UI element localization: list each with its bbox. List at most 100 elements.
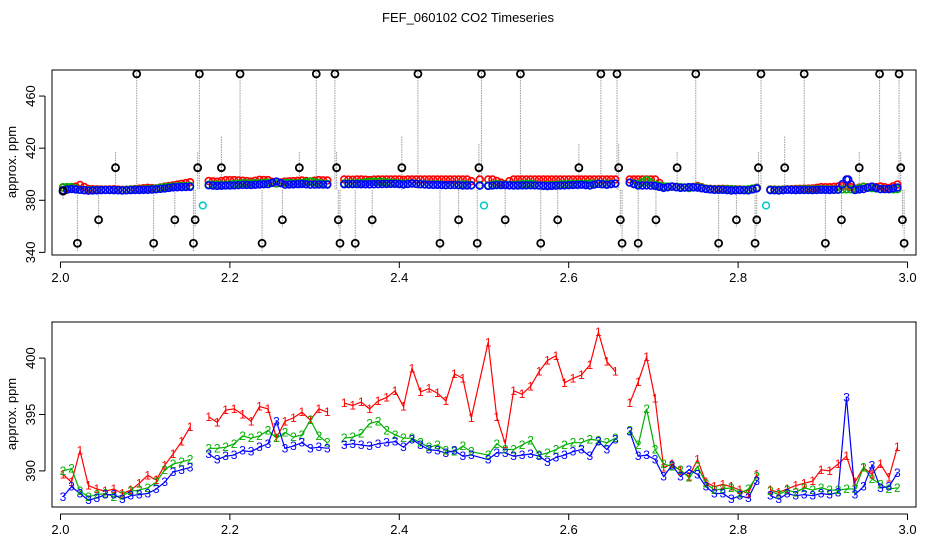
series-3-point: 3 bbox=[136, 488, 143, 502]
series-2-point: 2 bbox=[720, 482, 727, 496]
series-3-marker bbox=[369, 180, 379, 189]
series-2-point: 2 bbox=[265, 423, 272, 437]
outlier-point bbox=[111, 163, 120, 173]
series-1-point: 1 bbox=[728, 480, 735, 494]
series-3-point: 3 bbox=[544, 455, 551, 469]
series-2-point: 2 bbox=[299, 428, 306, 442]
series-1-point: 1 bbox=[852, 475, 859, 489]
series-1-point: 1 bbox=[231, 402, 238, 416]
series-2-point: 2 bbox=[595, 433, 602, 447]
series-3-point: 3 bbox=[745, 491, 752, 505]
flag-point bbox=[844, 175, 853, 184]
series-3-point: 3 bbox=[767, 489, 774, 503]
series-3-marker bbox=[722, 185, 732, 195]
series-1-point: 1 bbox=[426, 382, 433, 396]
outlier-point bbox=[596, 69, 606, 79]
series-3-point: 3 bbox=[434, 444, 441, 458]
outlier-point bbox=[752, 215, 762, 225]
series-3-point: 3 bbox=[409, 432, 416, 446]
series-2-marker bbox=[58, 183, 68, 192]
series-3-marker bbox=[676, 183, 685, 193]
series-1-marker bbox=[424, 175, 434, 184]
series-1-marker bbox=[526, 175, 535, 184]
series-3-marker bbox=[173, 183, 182, 192]
series-2-point: 2 bbox=[686, 471, 693, 485]
series-3-point: 3 bbox=[818, 486, 825, 500]
series-3-marker bbox=[701, 184, 711, 194]
series-1-point: 1 bbox=[570, 371, 577, 385]
series-3-marker bbox=[101, 185, 110, 195]
series-3-point: 3 bbox=[85, 493, 92, 507]
series-1-point: 1 bbox=[694, 453, 701, 467]
series-1-marker bbox=[581, 175, 590, 184]
series-3-point: 3 bbox=[826, 488, 833, 502]
series-3-point: 3 bbox=[77, 486, 84, 500]
series-3-marker bbox=[731, 186, 740, 195]
series-3-marker bbox=[888, 184, 898, 193]
series-2-point: 2 bbox=[502, 442, 509, 456]
series-3-marker bbox=[373, 179, 383, 189]
series-1-point: 1 bbox=[161, 458, 168, 472]
series-1-point: 1 bbox=[366, 402, 373, 416]
series-3-point: 3 bbox=[222, 449, 229, 463]
series-3-marker bbox=[594, 179, 603, 189]
series-1-marker bbox=[522, 175, 531, 184]
series-3-marker bbox=[204, 181, 213, 190]
series-2-point: 2 bbox=[493, 437, 500, 451]
series-3-marker bbox=[301, 180, 311, 189]
bottom-y-tick-label: 400 bbox=[23, 347, 38, 369]
outlier-point bbox=[350, 238, 360, 248]
series-3-marker bbox=[556, 181, 565, 190]
series-1-point: 1 bbox=[417, 385, 424, 399]
series-2-point: 2 bbox=[358, 427, 365, 441]
series-3-point: 3 bbox=[170, 465, 177, 479]
outlier-point bbox=[633, 238, 643, 248]
series-3-point: 3 bbox=[852, 488, 859, 502]
outlier-point bbox=[799, 69, 809, 79]
series-2-point: 2 bbox=[603, 436, 610, 450]
series-3-marker bbox=[863, 183, 872, 193]
series-3-marker bbox=[445, 180, 455, 190]
series-3-point: 3 bbox=[214, 453, 221, 467]
series-2-point: 2 bbox=[214, 441, 221, 455]
series-1-point: 1 bbox=[835, 457, 842, 471]
outlier-point bbox=[612, 69, 622, 79]
series-3-marker bbox=[500, 180, 510, 190]
series-2-point: 2 bbox=[144, 481, 151, 495]
series-3-marker bbox=[539, 181, 548, 191]
series-1-marker bbox=[564, 175, 573, 184]
outlier-point bbox=[257, 238, 267, 248]
series-3-point: 3 bbox=[570, 445, 577, 459]
series-3-marker bbox=[310, 180, 319, 189]
series-1-line bbox=[770, 447, 898, 493]
series-3-marker bbox=[467, 181, 476, 190]
series-3-marker bbox=[585, 181, 595, 190]
series-1-line bbox=[62, 426, 191, 495]
series-3-point: 3 bbox=[307, 441, 314, 455]
series-3-marker bbox=[450, 180, 459, 190]
series-1-point: 1 bbox=[187, 420, 194, 434]
series-3-point: 3 bbox=[349, 437, 356, 451]
series-3-marker bbox=[441, 180, 451, 190]
series-3-marker bbox=[135, 185, 144, 195]
series-3-point: 3 bbox=[510, 449, 517, 463]
series-3-marker bbox=[420, 180, 429, 189]
bottom-y-tick-label: 390 bbox=[23, 460, 38, 482]
series-3-line bbox=[62, 466, 191, 501]
series-2-point: 2 bbox=[417, 436, 424, 450]
series-1-point: 1 bbox=[94, 482, 101, 496]
outlier-point bbox=[875, 69, 884, 79]
series-1-point: 1 bbox=[784, 482, 791, 496]
outlier-point bbox=[553, 215, 563, 225]
series-3-marker bbox=[530, 181, 540, 190]
series-2-point: 2 bbox=[578, 436, 585, 450]
series-3-marker bbox=[229, 181, 239, 190]
series-2-point: 2 bbox=[94, 488, 101, 502]
series-3-marker bbox=[598, 180, 607, 189]
series-2-point: 2 bbox=[409, 431, 416, 445]
series-3-marker bbox=[655, 182, 664, 192]
series-3-marker bbox=[105, 185, 114, 195]
series-2-point: 2 bbox=[852, 482, 859, 496]
series-1-point: 1 bbox=[358, 395, 365, 409]
